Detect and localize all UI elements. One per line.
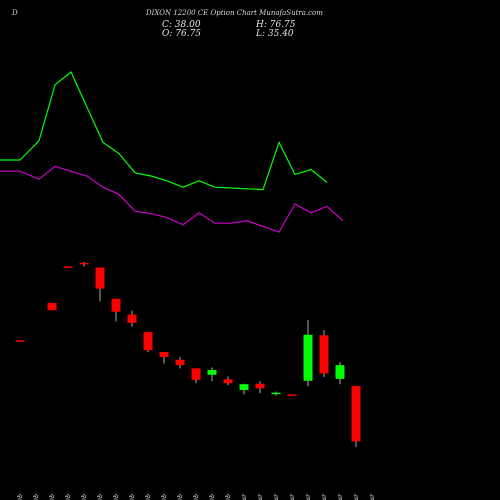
x-tick-label: 28 Feb: [225, 494, 232, 500]
candle-body: [159, 352, 169, 357]
candle: [127, 310, 137, 327]
candle-body: [95, 267, 105, 289]
candle-body: [79, 262, 89, 265]
candle: [319, 330, 329, 378]
candle-body: [47, 302, 57, 311]
open-value: O: 76.75: [162, 29, 202, 39]
candle: [335, 362, 345, 385]
candle: [255, 381, 265, 394]
x-tick-label: 27 Feb: [209, 494, 216, 500]
candle: [111, 298, 121, 322]
candle-body: [127, 314, 137, 323]
candle: [303, 320, 313, 387]
x-tick-label: 05 Feb: [33, 494, 40, 500]
candle-body: [271, 392, 281, 395]
candle-body: [319, 335, 329, 374]
candle: [287, 394, 297, 396]
candle: [63, 266, 73, 268]
candle-body: [351, 385, 361, 442]
candle-body: [335, 365, 345, 379]
x-tick-label: 20 Feb: [129, 494, 136, 500]
x-axis-labels: 03 Feb 05 Feb 06 Feb 07 Feb 17 Feb 18 Feb 19 F…: [17, 493, 376, 500]
indicator-line-upper: [0, 71, 328, 191]
candlesticks: [15, 262, 361, 447]
candle: [351, 385, 361, 447]
x-tick-label: 13 Mar: [369, 493, 376, 500]
low-value: L: 35.40: [256, 29, 294, 39]
x-tick-label: 24 Feb: [161, 494, 168, 500]
candle: [207, 367, 217, 382]
candle-body: [111, 298, 121, 312]
indicator-line-lower: [0, 165, 344, 233]
x-tick-label: 21 Feb: [145, 494, 152, 500]
x-tick-label: 05 Mar: [273, 493, 280, 500]
candle: [143, 332, 153, 353]
chart-title: DIXON 12200 CE Option Chart MunafaSutra.…: [146, 9, 323, 17]
candle: [223, 376, 233, 386]
close-value: C: 38.00: [162, 20, 201, 30]
x-tick-label: 17 Feb: [81, 494, 88, 500]
high-value: H: 76.75: [256, 20, 296, 30]
candle-body: [15, 340, 25, 342]
candle: [271, 391, 281, 396]
x-tick-label: 03 Mar: [241, 493, 248, 500]
x-tick-label: 18 Feb: [97, 494, 104, 500]
x-tick-label: 12 Mar: [353, 493, 360, 500]
x-tick-label: 19 Feb: [113, 494, 120, 500]
x-tick-label: 26 Feb: [193, 494, 200, 500]
x-tick-label: 25 Feb: [177, 494, 184, 500]
candle: [95, 267, 105, 302]
x-tick-label: 03 Feb: [17, 494, 24, 500]
x-tick-label: 10 Mar: [321, 493, 328, 500]
candle: [239, 383, 249, 395]
candle: [15, 340, 25, 342]
candle: [159, 352, 169, 364]
candle-body: [223, 379, 233, 384]
candle-body: [143, 332, 153, 351]
x-tick-label: 11 Mar: [337, 493, 344, 500]
candle-body: [175, 359, 185, 366]
candle: [47, 302, 57, 311]
candle-body: [63, 266, 73, 268]
candle-body: [191, 368, 201, 380]
candle-body: [287, 394, 297, 396]
candle: [79, 262, 89, 267]
candle-body: [239, 384, 249, 390]
x-tick-label: 06 Mar: [289, 493, 296, 500]
candle-body: [303, 334, 313, 381]
candle-body: [255, 383, 265, 389]
candle: [175, 356, 185, 369]
chart-letter: D: [12, 9, 18, 17]
x-tick-label: 07 Feb: [65, 494, 72, 500]
indicator-lines: [0, 71, 344, 233]
candle: [191, 368, 201, 384]
x-tick-label: 06 Feb: [49, 494, 56, 500]
candle-body: [207, 370, 217, 375]
x-tick-label: 07 Mar: [305, 493, 312, 500]
x-tick-label: 04 Mar: [257, 493, 264, 500]
